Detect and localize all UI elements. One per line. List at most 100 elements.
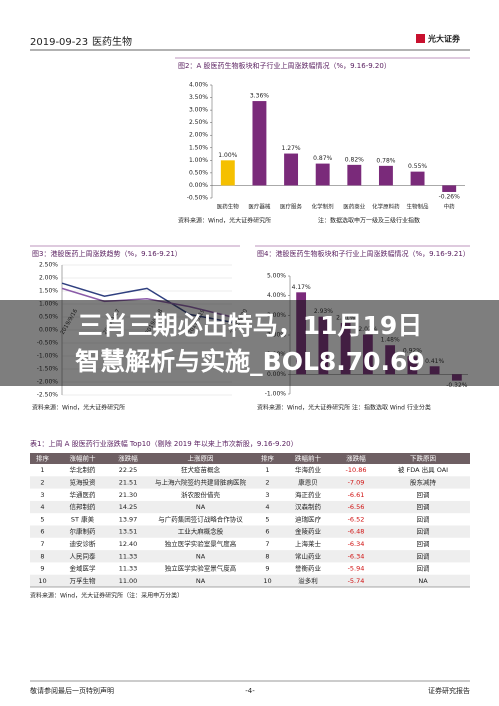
table-cell: 3 [40, 491, 44, 499]
chart-title: 图3：港股医药上周涨跌趋势（%，9.16-9.21） [32, 249, 182, 258]
table-cell: 回调 [417, 502, 430, 511]
x-tick-label: 医疗服务 [280, 203, 303, 211]
footer-page: -4- [245, 687, 255, 695]
table-cell: 2 [265, 478, 269, 486]
sector: 医药生物 [92, 35, 132, 48]
table-cell: 与上海六院签约共建肾脏病医院 [155, 477, 247, 486]
value-label: 0.87% [313, 155, 332, 162]
table-cell: 金域医学 [70, 564, 97, 573]
value-label: 0.82% [345, 156, 364, 163]
table-cell: -5.74 [348, 577, 365, 585]
table-cell: 9 [265, 565, 269, 573]
table-cell: 独立医学实验室景气度高 [165, 539, 237, 548]
table-cell: 9 [40, 565, 44, 573]
logo: 光大证券 [427, 34, 461, 44]
row-bg [30, 550, 470, 563]
chart-note: 注：数据选取申万一级及三级行业指数 [318, 217, 420, 225]
value-label: 1.27% [282, 145, 301, 152]
table-cell: 上海莱士 [295, 539, 322, 548]
table-source: 资料来源：Wind，光大证券研究所（注：采用申万分类） [30, 592, 183, 600]
value-label: 0.55% [408, 163, 427, 170]
column-header: 跌幅前十 [295, 454, 322, 463]
y-tick-label: 2.50% [189, 119, 208, 126]
footer-type: 证券研究报告 [428, 686, 470, 695]
table-cell: 8 [40, 552, 44, 560]
table-cell: 21.51 [119, 478, 138, 486]
table-cell: 与广药集团签订战略合作协议 [158, 514, 243, 523]
table-cell: 华北制药 [70, 465, 97, 474]
table-cell: -6.34 [348, 540, 365, 548]
table-cell: 5 [265, 515, 269, 523]
table-cell: 康恩贝 [298, 477, 318, 486]
table-cell: NA [196, 552, 206, 560]
banner [0, 300, 499, 386]
y-tick-label: 2.00% [39, 275, 58, 282]
row-bg [30, 525, 470, 538]
table-cell: 独立医学实验室景气度高 [165, 564, 237, 573]
table-cell: 4 [265, 503, 269, 511]
bar [220, 160, 235, 186]
table-cell: 股东减持 [410, 477, 437, 486]
table-title: 表1：上周 A 股医药行业涨跌幅 Top10（剔除 2019 年以来上市次新股，… [30, 439, 298, 448]
table-cell: 回调 [417, 564, 430, 573]
table-cell: 回调 [417, 490, 430, 499]
row-bg [30, 574, 470, 587]
table-cell: 万孚生物 [70, 576, 97, 585]
column-header: 涨跌幅 [346, 454, 366, 463]
table-cell: ST 康美 [71, 514, 95, 523]
y-tick-label: 1.50% [189, 144, 208, 151]
table-cell: 3 [265, 491, 269, 499]
table-cell: 6 [265, 528, 269, 536]
table-cell: 迪安诊断 [70, 539, 97, 548]
table-cell: 回调 [417, 514, 430, 523]
table-header-bg [30, 453, 470, 464]
y-tick-label: -2.50% [37, 392, 59, 399]
table-cell: 览海投资 [70, 477, 97, 486]
table-cell: -10.86 [346, 466, 367, 474]
table-cell: 22.25 [119, 466, 138, 474]
table-cell: 7 [40, 540, 44, 548]
y-tick-label: 1.50% [39, 288, 58, 295]
table-cell: 10 [38, 577, 46, 585]
table-cell: 5 [40, 515, 44, 523]
x-tick-label: 化学原料药 [372, 203, 400, 211]
date: 2019-09-23 [30, 37, 88, 48]
x-tick-label: 医药商业 [343, 203, 366, 211]
value-label: 1.00% [218, 152, 237, 159]
y-tick-label: 0.00% [189, 182, 208, 189]
table-cell: 2 [40, 478, 44, 486]
banner-line: 三肖三期必出特马，11月19日 [78, 311, 423, 340]
table-cell: 人民同泰 [70, 551, 97, 560]
table-cell: -6.48 [348, 528, 365, 536]
bar [378, 165, 393, 186]
column-header: 上涨原因 [188, 454, 214, 463]
bar [284, 153, 299, 186]
table-cell: 13.97 [119, 515, 138, 523]
footer-disclaimer: 敬请参阅最后一页特别声明 [30, 686, 114, 695]
y-tick-label: 3.50% [189, 94, 208, 101]
bar [347, 164, 362, 186]
table-cell: 被 FDA 出具 OAI [398, 465, 448, 474]
y-tick-label: 2.00% [189, 132, 208, 139]
value-label: -0.26% [439, 193, 461, 200]
chart-title: 图4：港股医药生物板块和子行业上周涨跌幅情况（%，9.16-9.21） [257, 249, 470, 258]
column-header: 涨幅前十 [70, 454, 97, 463]
column-header: 排序 [261, 454, 275, 463]
table-cell: 海正药业 [295, 490, 322, 499]
table-cell: 11.33 [119, 565, 138, 573]
x-tick-label: 生物制品 [407, 203, 430, 211]
table-cell: 溢多利 [298, 576, 318, 585]
bar [442, 185, 457, 192]
table-cell: -6.61 [348, 491, 365, 499]
y-tick-label: 5.00% [267, 273, 286, 280]
table-cell: -6.56 [348, 503, 365, 511]
value-label: 4.17% [292, 284, 311, 291]
table-cell: 21.30 [119, 491, 138, 499]
table-cell: 14.25 [119, 503, 138, 511]
table-cell: 华通医药 [70, 490, 97, 499]
x-tick-label: 中药 [444, 203, 456, 211]
value-label: 0.78% [376, 157, 395, 164]
table-cell: 11.00 [119, 577, 138, 585]
chart-source: 资料来源：Wind，光大证券研究所 注：指数选取 Wind 行业分类 [257, 404, 431, 412]
table-cell: 10 [263, 577, 271, 585]
